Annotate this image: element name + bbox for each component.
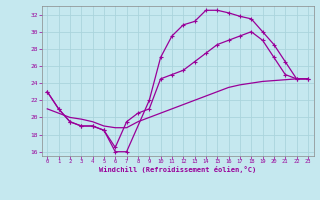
X-axis label: Windchill (Refroidissement éolien,°C): Windchill (Refroidissement éolien,°C) — [99, 166, 256, 173]
